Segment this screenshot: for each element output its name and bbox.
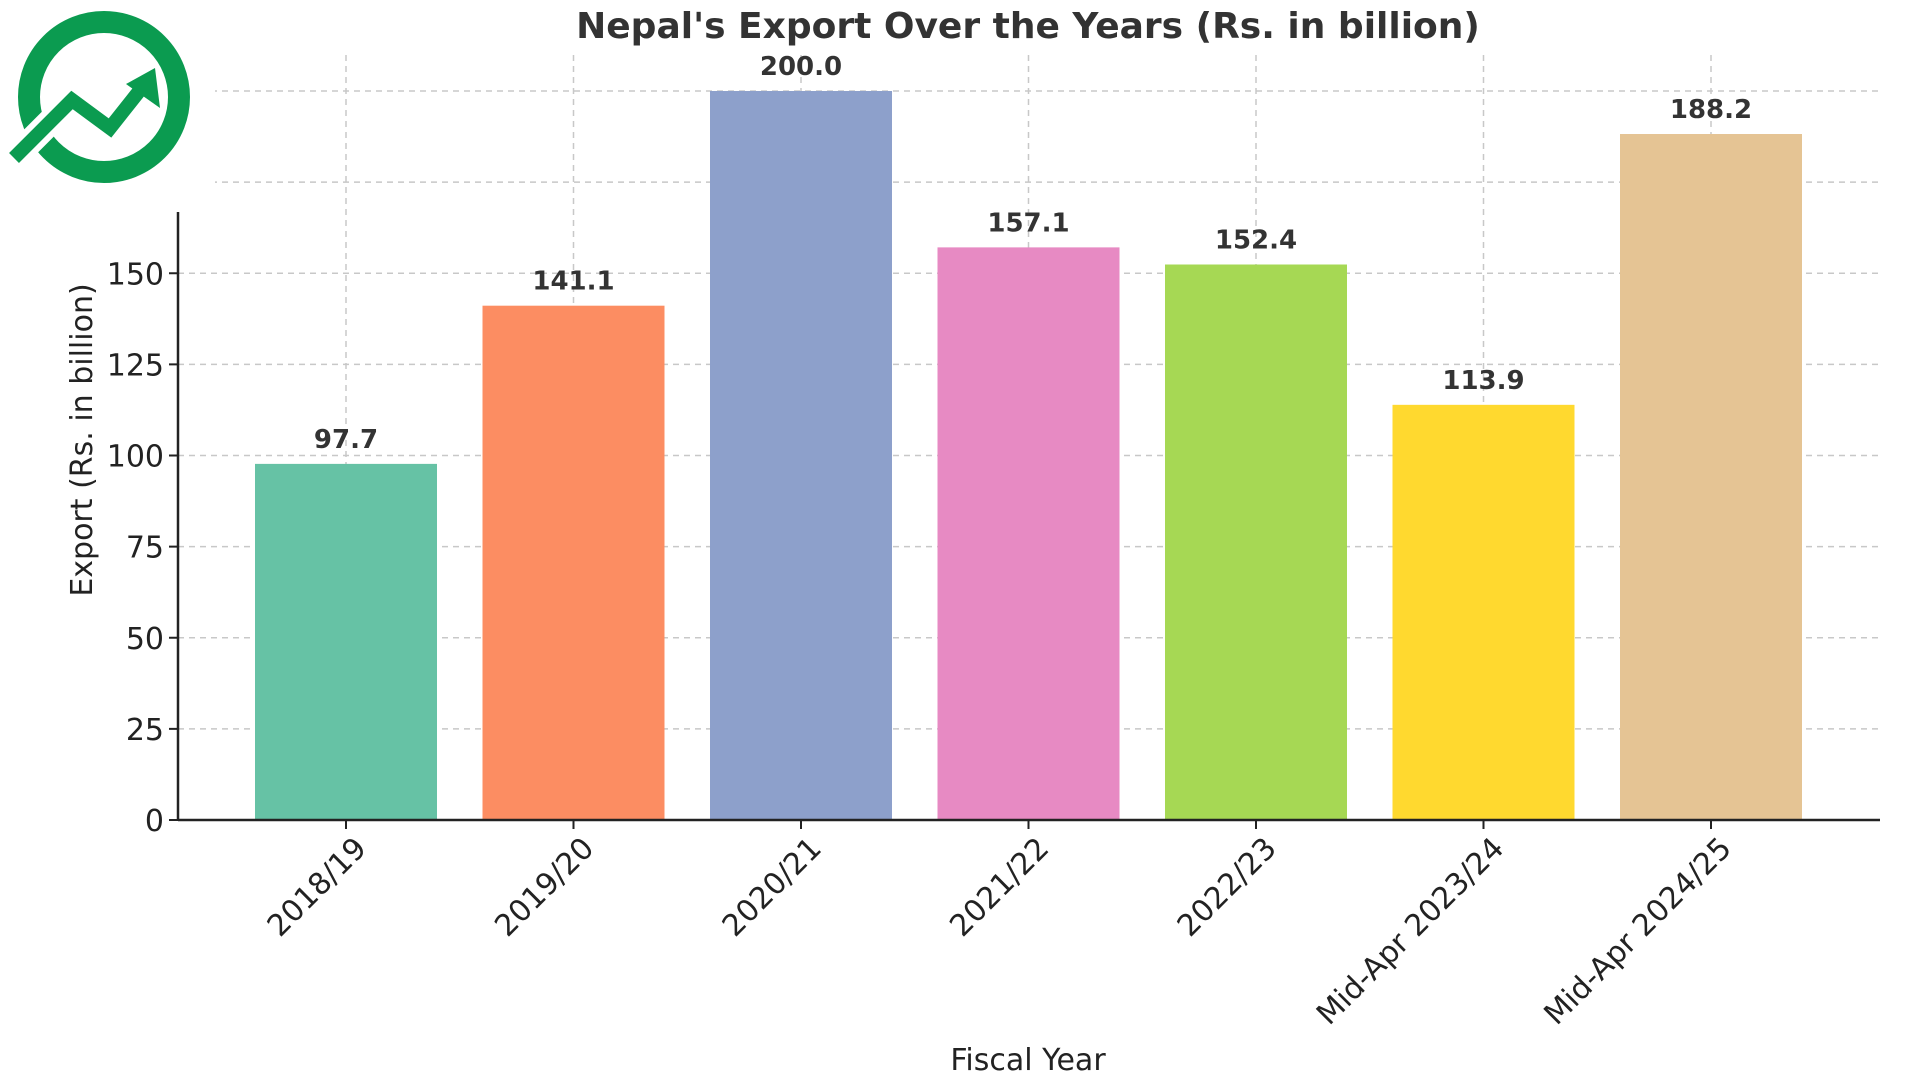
y-tick-label: 125: [107, 348, 164, 383]
y-tick-label: 25: [126, 713, 164, 748]
y-tick-label: 100: [107, 440, 164, 475]
y-axis-label: Export (Rs. in billion): [65, 283, 100, 596]
data-label-6: 113.9: [1442, 366, 1524, 396]
x-tick-label-5: 2022/23: [1171, 831, 1284, 944]
x-tick-label-3: 2020/21: [716, 831, 829, 944]
data-label-5: 152.4: [1215, 226, 1297, 256]
bar-7: [1620, 134, 1802, 821]
y-tick-label: 0: [145, 804, 164, 839]
data-label-3: 200.0: [760, 52, 842, 82]
y-tick-label: 50: [126, 622, 164, 657]
axes-layer: [169, 212, 1880, 829]
bar-1: [255, 463, 437, 820]
growth-arrow-logo-icon: [0, 0, 215, 205]
x-tick-label-1: 2018/19: [261, 831, 374, 944]
chart-title: Nepal's Export Over the Years (Rs. in bi…: [576, 6, 1480, 47]
data-label-1: 97.7: [314, 425, 378, 455]
bar-3: [710, 91, 892, 820]
y-tick-label: 150: [107, 257, 164, 292]
y-tick-label: 75: [126, 531, 164, 566]
bar-layer: [255, 91, 1802, 821]
x-tick-label-2: 2019/20: [488, 831, 601, 944]
x-axis-label: Fiscal Year: [950, 1043, 1106, 1078]
x-tick-label-6: Mid-Apr 2023/24: [1310, 831, 1511, 1032]
bar-6: [1392, 404, 1575, 820]
data-label-7: 188.2: [1670, 95, 1752, 125]
bar-5: [1165, 264, 1347, 820]
data-label-4: 157.1: [987, 208, 1069, 238]
bar-4: [937, 247, 1120, 821]
data-label-2: 141.1: [532, 267, 614, 297]
x-tick-label-7: Mid-Apr 2024/25: [1537, 831, 1738, 1032]
bar-2: [482, 305, 665, 820]
x-tick-label-4: 2021/22: [943, 831, 1056, 944]
